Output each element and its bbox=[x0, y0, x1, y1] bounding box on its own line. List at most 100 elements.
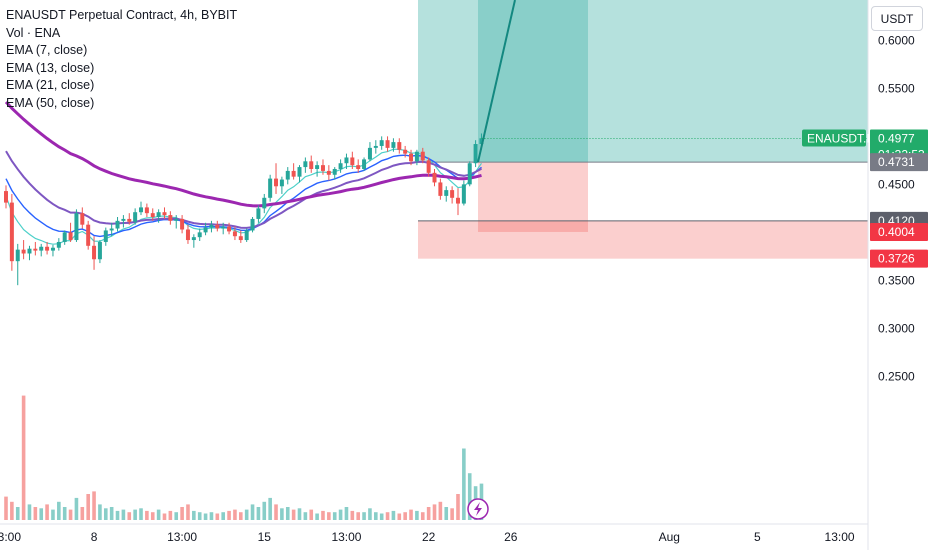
candle-body bbox=[479, 138, 484, 145]
candle bbox=[332, 167, 337, 180]
volume-bar bbox=[297, 508, 302, 520]
candle-body bbox=[127, 218, 132, 222]
volume-bar bbox=[426, 507, 431, 520]
volume-bar bbox=[150, 512, 155, 520]
ema21-line bbox=[5, 150, 482, 229]
candle-body bbox=[56, 241, 61, 248]
candle bbox=[139, 201, 144, 216]
candle bbox=[450, 186, 455, 204]
candle-body bbox=[391, 142, 396, 148]
candle bbox=[285, 167, 290, 185]
stop-zone-active bbox=[478, 162, 588, 232]
candle bbox=[86, 220, 91, 250]
currency-button[interactable]: USDT bbox=[871, 6, 923, 31]
candle-body bbox=[33, 248, 38, 251]
candle-body bbox=[86, 224, 91, 246]
candle-body bbox=[338, 163, 343, 169]
volume-bar bbox=[415, 510, 419, 520]
candle bbox=[350, 151, 355, 169]
candle-body bbox=[62, 232, 67, 242]
time-axis-label: 26 bbox=[504, 530, 518, 544]
candle bbox=[367, 142, 372, 162]
legend-title[interactable]: ENAUSDT Perpetual Contract, 4h, BYBIT bbox=[6, 8, 238, 22]
candle bbox=[391, 138, 396, 152]
volume-bar bbox=[356, 512, 360, 520]
candle bbox=[174, 215, 179, 229]
candle-body bbox=[4, 191, 8, 203]
volume-bar bbox=[115, 510, 120, 520]
volume-bar bbox=[98, 504, 102, 520]
last-price-tag: 0.4977 bbox=[878, 132, 915, 146]
candle-body bbox=[379, 140, 384, 146]
candle bbox=[373, 140, 378, 154]
volume-bar bbox=[57, 501, 61, 520]
price-axis[interactable]: 0.6000 0.5500 0.4500 0.3500 0.3000 0.2500 bbox=[878, 33, 915, 383]
volume-bar bbox=[127, 512, 132, 520]
volume-bar bbox=[192, 510, 196, 520]
candle-body bbox=[103, 230, 108, 242]
candle bbox=[127, 213, 132, 225]
candle-body bbox=[50, 247, 55, 251]
volume-bar bbox=[233, 509, 237, 520]
volume-bar bbox=[109, 507, 114, 520]
candle bbox=[80, 207, 85, 229]
candle-body bbox=[315, 165, 320, 169]
candle bbox=[9, 193, 14, 271]
volume-bar bbox=[197, 512, 202, 520]
candle-body bbox=[409, 153, 414, 162]
candle bbox=[403, 145, 408, 158]
volume-bar bbox=[86, 494, 90, 520]
candle bbox=[362, 157, 367, 171]
candle bbox=[232, 226, 237, 241]
candle bbox=[203, 222, 208, 236]
legend-ema13[interactable]: EMA (13, close) bbox=[6, 60, 95, 75]
volume-bar bbox=[180, 507, 184, 520]
candle bbox=[262, 193, 267, 214]
candle bbox=[180, 215, 185, 234]
candle bbox=[150, 208, 155, 221]
legend-ema21[interactable]: EMA (21, close) bbox=[6, 78, 95, 93]
volume-bar bbox=[374, 512, 378, 520]
time-axis-label: 13:00 bbox=[825, 530, 855, 544]
volume-bar bbox=[332, 512, 337, 520]
volume-bar bbox=[209, 512, 214, 520]
volume-bar bbox=[309, 509, 314, 520]
candle bbox=[455, 188, 460, 216]
candle-body bbox=[473, 144, 478, 164]
ema-lines bbox=[4, 100, 482, 245]
price-axis-label: 0.5500 bbox=[878, 81, 915, 95]
candle-body bbox=[133, 212, 138, 222]
candle-body bbox=[285, 170, 290, 180]
volume-bar bbox=[274, 504, 278, 520]
time-axis-label: 13:00 bbox=[331, 530, 361, 544]
time-axis-label: 22 bbox=[422, 530, 436, 544]
volume-bar bbox=[103, 508, 108, 520]
candle-body bbox=[455, 197, 460, 204]
candle-body bbox=[326, 170, 331, 175]
bolt-icon[interactable] bbox=[467, 498, 489, 520]
legend-ema50[interactable]: EMA (50, close) bbox=[6, 95, 95, 110]
candle-body bbox=[356, 165, 361, 169]
volume-bar bbox=[21, 395, 26, 520]
candle bbox=[467, 161, 472, 187]
candle-body bbox=[185, 229, 190, 241]
candle-body bbox=[367, 147, 372, 160]
candle-body bbox=[27, 248, 32, 254]
candle-body bbox=[150, 213, 155, 218]
legend-ema7[interactable]: EMA (7, close) bbox=[6, 43, 88, 58]
volume-bar bbox=[268, 497, 272, 520]
symbol-tag: ENAUSDT.P bbox=[807, 132, 874, 146]
volume-bar bbox=[438, 501, 443, 520]
candle-body bbox=[174, 218, 179, 221]
volume-bar bbox=[432, 504, 437, 520]
legend-volume[interactable]: Vol · ENA bbox=[6, 25, 61, 40]
candle-body bbox=[250, 218, 255, 231]
time-axis-label: 5 bbox=[754, 530, 761, 544]
volume-bar bbox=[10, 501, 14, 520]
time-axis[interactable]: 13:00 8 13:00 15 13:00 22 26 Aug 5 13:00 bbox=[0, 530, 855, 544]
volume-bar bbox=[203, 513, 208, 520]
candle-body bbox=[227, 226, 232, 232]
volume-bar bbox=[444, 507, 449, 520]
price-axis-label: 0.3500 bbox=[878, 273, 915, 287]
